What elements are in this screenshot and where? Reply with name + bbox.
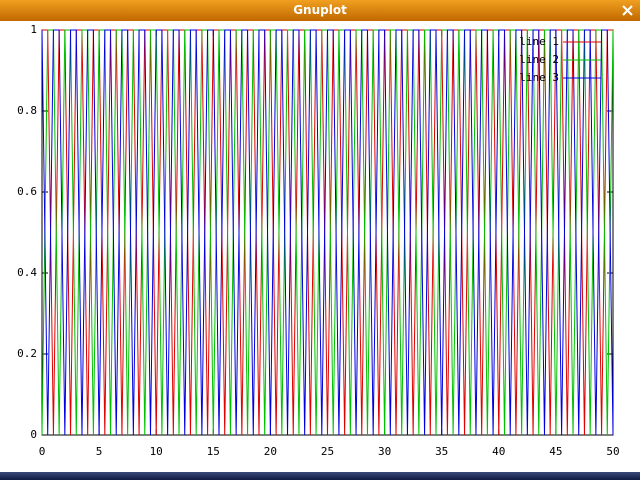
y-tick-label: 0.4 bbox=[17, 266, 37, 279]
data-line bbox=[41, 29, 614, 436]
x-tick-label: 25 bbox=[321, 445, 334, 458]
x-tick-label: 30 bbox=[378, 445, 391, 458]
close-button[interactable] bbox=[620, 3, 635, 18]
y-tick-label: 0.6 bbox=[17, 185, 37, 198]
x-tick-label: 45 bbox=[549, 445, 562, 458]
window-title: Gnuplot bbox=[293, 3, 347, 17]
x-tick-label: 15 bbox=[207, 445, 220, 458]
y-tick-label: 0.2 bbox=[17, 347, 37, 360]
data-line bbox=[42, 29, 613, 436]
legend-label: line 2 bbox=[519, 53, 559, 66]
x-tick-label: 20 bbox=[264, 445, 277, 458]
title-bar: Gnuplot bbox=[0, 0, 640, 21]
y-tick-label: 1 bbox=[30, 23, 37, 36]
plot-border bbox=[41, 29, 614, 436]
taskbar bbox=[0, 472, 640, 480]
x-tick-label: 5 bbox=[96, 445, 103, 458]
legend-label: line 3 bbox=[519, 71, 559, 84]
x-tick-label: 35 bbox=[435, 445, 448, 458]
x-tick-label: 50 bbox=[606, 445, 619, 458]
legend-label: line 1 bbox=[519, 35, 559, 48]
data-line bbox=[41, 29, 614, 436]
y-tick-label: 0 bbox=[30, 428, 37, 441]
x-tick-label: 40 bbox=[492, 445, 505, 458]
x-tick-label: 0 bbox=[39, 445, 46, 458]
x-tick-label: 10 bbox=[150, 445, 163, 458]
y-tick-label: 0.8 bbox=[17, 104, 37, 117]
